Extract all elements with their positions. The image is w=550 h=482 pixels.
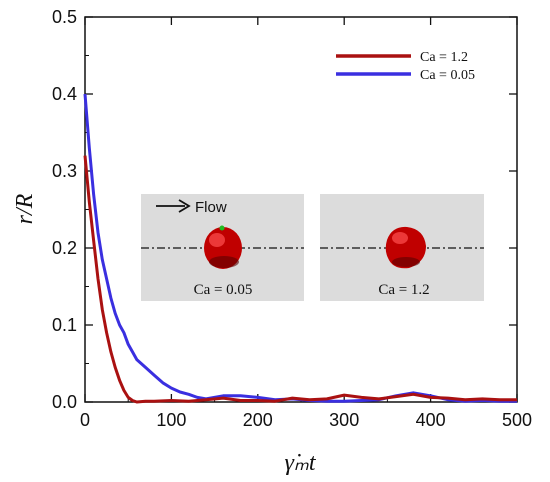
- y-tick-label: 0.3: [52, 161, 77, 181]
- x-tick-label: 300: [329, 410, 359, 430]
- legend-label-ca-0-05: Ca = 0.05: [420, 68, 475, 83]
- y-tick-label: 0.2: [52, 238, 77, 258]
- inset-left-label: Ca = 0.05: [194, 282, 253, 298]
- droplet-right-icon: [385, 226, 426, 269]
- x-tick-label: 200: [243, 410, 273, 430]
- legend-label-ca-1-2: Ca = 1.2: [420, 50, 468, 65]
- flow-arrow-head: [178, 199, 191, 213]
- y-tick-label: 0.0: [52, 392, 77, 412]
- x-tick-label: 400: [416, 410, 446, 430]
- y-tick-label: 0.5: [52, 7, 77, 27]
- inset-panels: Flow Ca = 0.05 Ca = 1.2: [141, 194, 484, 301]
- x-tick-label: 500: [502, 410, 532, 430]
- x-axis-ticks: 0 100 200 300 400 500: [80, 17, 532, 430]
- y-tick-label: 0.1: [52, 315, 77, 335]
- legend: Ca = 1.2 Ca = 0.05: [336, 50, 475, 83]
- series-line-ca-1-2: [83, 155, 517, 404]
- y-tick-label: 0.4: [52, 84, 77, 104]
- series-lines: [83, 93, 517, 404]
- inset-right-label: Ca = 1.2: [378, 282, 429, 298]
- x-tick-label: 0: [80, 410, 90, 430]
- y-axis-label: r/R: [12, 193, 38, 224]
- x-axis-label: γ̇ₘt: [284, 450, 316, 476]
- droplet-left-icon: [204, 225, 242, 269]
- x-tick-label: 100: [156, 410, 186, 430]
- flow-label: Flow: [195, 199, 227, 216]
